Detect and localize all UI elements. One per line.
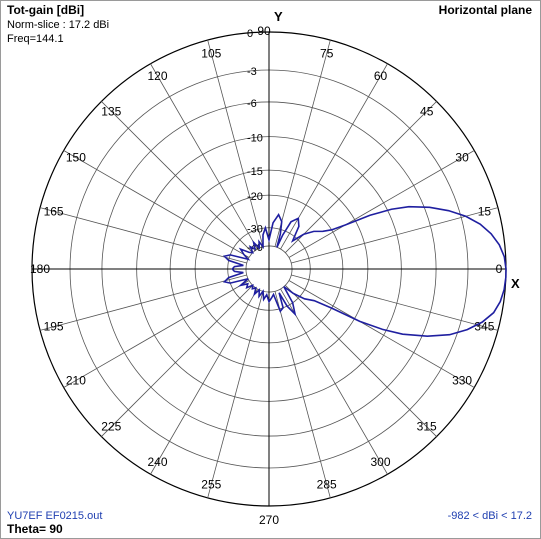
radial-tick-label: -6 (247, 98, 257, 110)
grid-spoke (101, 101, 253, 253)
grid-spoke (280, 288, 388, 475)
angle-tick-label: 60 (374, 69, 388, 83)
radial-tick-label: -20 (247, 191, 263, 203)
grid-spoke (207, 291, 264, 499)
angle-tick-label: 270 (259, 513, 279, 527)
angle-tick-label: 225 (101, 420, 121, 434)
norm-slice-label: Norm-slice : 17.2 dBi (7, 19, 109, 31)
grid-spoke (280, 63, 388, 250)
angle-tick-labels: 0 15 30 45 60 75 90 105 120 135 150 165 180 195 210 225… (30, 24, 503, 527)
grid-spoke (150, 63, 258, 250)
radial-tick-labels: 0-3-6-10-15-20-30-40 (247, 28, 263, 254)
angle-tick-label: 285 (317, 477, 337, 491)
grid-spoke (207, 39, 264, 247)
angle-tick-label: 75 (320, 47, 334, 61)
x-axis-label: X (511, 276, 520, 291)
grid-spoke (101, 285, 253, 437)
radial-tick-label: -15 (247, 166, 263, 178)
angle-tick-label: 240 (147, 455, 167, 469)
grid-spoke (288, 280, 475, 388)
grid-spoke (291, 274, 499, 331)
angle-tick-label: 210 (66, 374, 86, 388)
grid-spoke (285, 285, 437, 437)
angle-tick-label: 90 (257, 24, 271, 38)
angle-tick-label: 135 (101, 104, 121, 118)
radial-tick-label: -30 (247, 224, 263, 236)
angle-tick-label: 315 (417, 420, 437, 434)
radiation-pattern-line (222, 205, 507, 338)
chart-title: Tot-gain [dBi] (7, 3, 84, 17)
y-axis-label: Y (274, 9, 283, 24)
radial-tick-label: 0 (247, 28, 253, 40)
theta-label: Theta= 90 (7, 522, 63, 536)
angle-tick-label: 180 (30, 262, 50, 276)
grid-spoke (274, 291, 331, 499)
radial-tick-label: -10 (247, 133, 263, 145)
angle-tick-label: 150 (66, 151, 86, 165)
grid-spoke (39, 274, 247, 331)
angle-tick-label: 195 (44, 320, 64, 334)
grid-spoke (285, 101, 437, 253)
angle-tick-label: 45 (420, 104, 434, 118)
grid-spoke (150, 288, 258, 475)
gain-range-label: -982 < dBi < 17.2 (448, 510, 532, 522)
grid-spoke (63, 280, 250, 388)
angle-tick-label: 345 (474, 320, 494, 334)
filename-label: YU7EF EF0215.out (7, 510, 102, 522)
angle-spokes (32, 32, 506, 506)
angle-tick-label: 165 (44, 204, 64, 218)
angle-tick-label: 30 (455, 151, 469, 165)
angle-tick-label: 330 (452, 374, 472, 388)
angle-tick-label: 300 (370, 455, 390, 469)
angle-tick-label: 0 (496, 262, 503, 276)
plane-label: Horizontal plane (439, 3, 533, 17)
grid-spoke (288, 150, 475, 258)
radial-tick-label: -3 (247, 66, 257, 78)
angle-tick-label: 15 (478, 204, 492, 218)
angle-tick-label: 120 (147, 69, 167, 83)
angle-tick-label: 105 (201, 47, 221, 61)
grid-spoke (39, 207, 247, 264)
angle-tick-label: 255 (201, 477, 221, 491)
grid-spoke (291, 207, 499, 264)
grid-spoke (274, 39, 331, 247)
frequency-label: Freq=144.1 (7, 33, 64, 45)
grid-spoke (63, 150, 250, 258)
